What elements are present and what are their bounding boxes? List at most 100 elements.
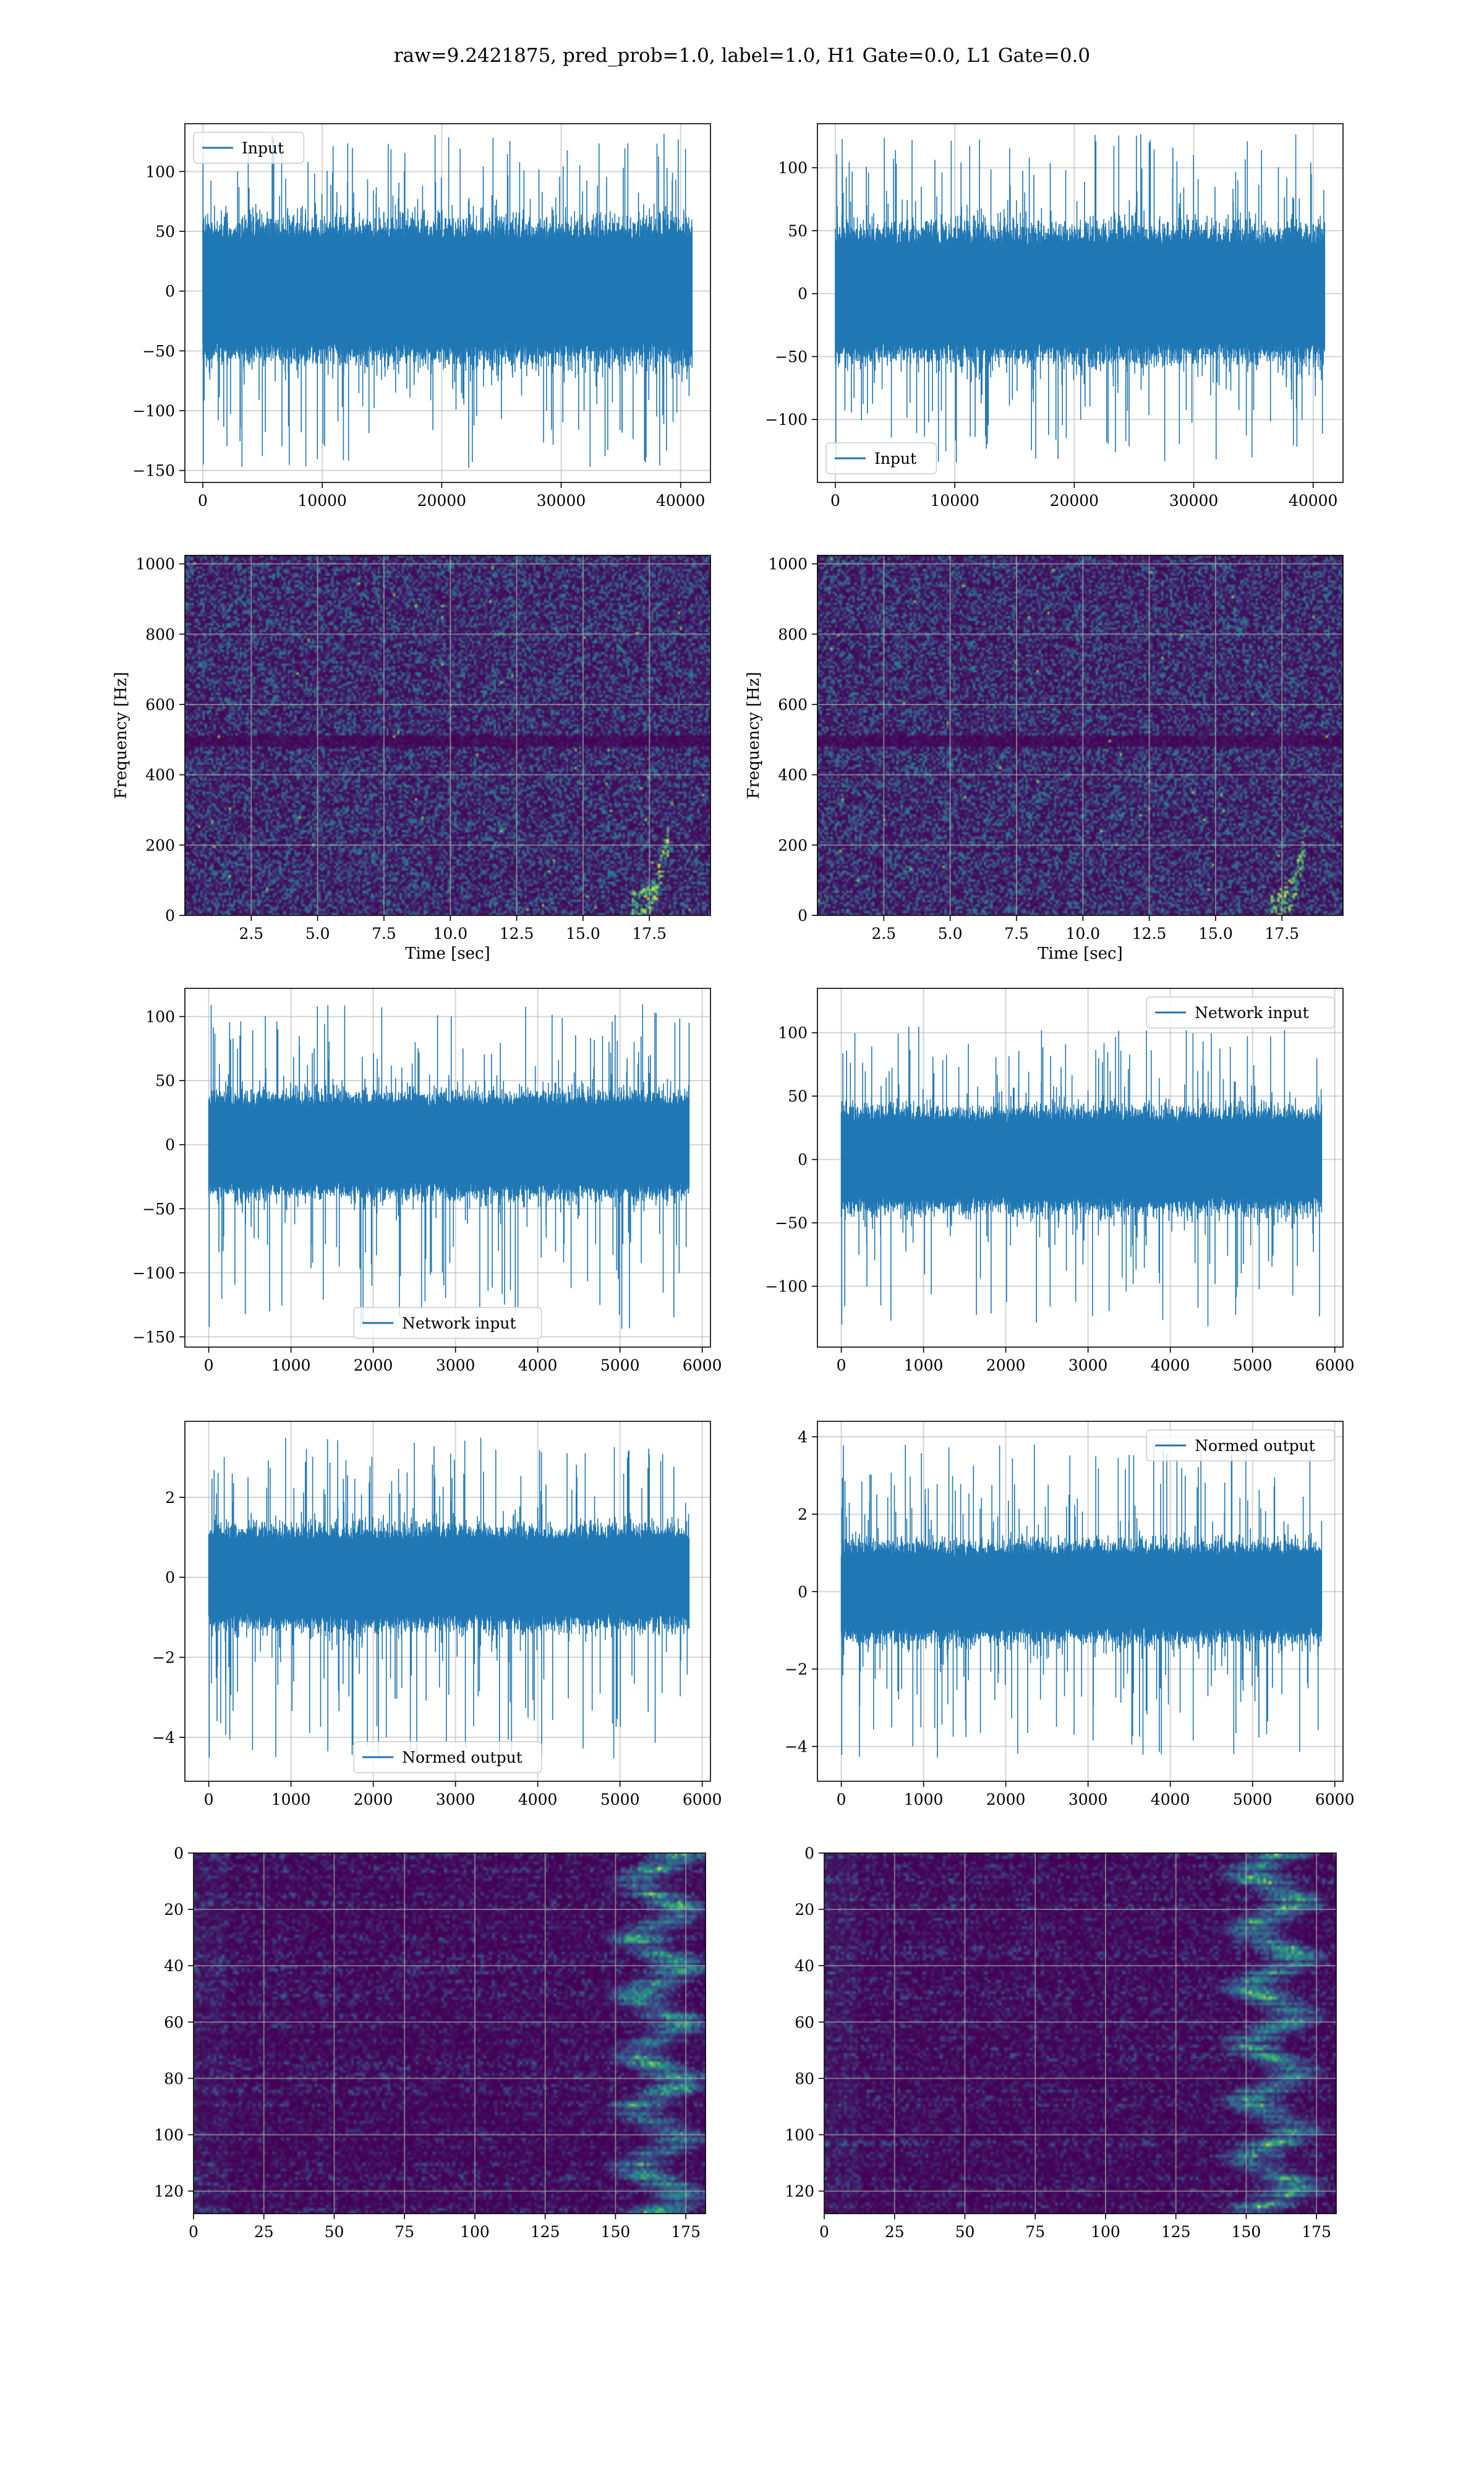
axes-frame (184, 123, 711, 483)
x-tick-label: 1000 (271, 1356, 311, 1374)
y-tick-label: 200 (778, 836, 808, 854)
panel-1: 0 10000 20000 30000 40000 −150 −100 −50 0 50 100 In… (132, 123, 711, 510)
y-tick-label: 120 (785, 2183, 814, 2201)
x-tick-label: 50 (325, 2223, 344, 2241)
x-tick-label: 2000 (354, 1791, 393, 1808)
x-tick-label: 2000 (354, 1356, 393, 1374)
x-tick-label: 4000 (1151, 1791, 1190, 1808)
y-tick-label: −2 (152, 1649, 175, 1667)
legend: Normed output (1146, 1429, 1335, 1462)
x-tick-label: 5000 (600, 1791, 640, 1808)
x-tick-label: 150 (1232, 2223, 1261, 2241)
axes-frame (184, 1421, 711, 1782)
axes-frame (824, 1852, 1337, 2214)
y-tick-label: 800 (145, 625, 175, 643)
legend-box (1146, 1429, 1335, 1462)
y-tick-label: 50 (155, 223, 175, 241)
x-tick-label: 2.5 (871, 925, 896, 943)
x-tick-label: 25 (885, 2223, 905, 2241)
y-tick-label: 60 (795, 2013, 814, 2031)
legend: Network input (1146, 996, 1335, 1029)
x-tick-label: 3000 (436, 1791, 475, 1808)
x-tick-label: 20000 (1050, 492, 1099, 510)
y-tick-label: 20 (795, 1901, 814, 1919)
y-tick-label: −150 (132, 462, 175, 480)
x-tick-label: 0 (204, 1791, 214, 1808)
panels: 0 10000 20000 30000 40000−150−100−50050100In… (112, 123, 1355, 2241)
x-tick-label: 10.0 (433, 925, 467, 943)
panel-4: 2.5 5.0 7.5 10.0 12.5 15.0 17.5 0 200 400 600 800 10… (744, 555, 1344, 963)
x-tick-label: 30000 (1169, 492, 1219, 510)
y-tick-label: 100 (778, 1024, 808, 1042)
y-tick-label: 0 (798, 907, 808, 925)
y-tick-label: 50 (788, 1087, 808, 1105)
y-tick-label: 100 (778, 159, 808, 177)
legend-box (353, 1307, 542, 1339)
y-tick-label: 0 (174, 1844, 184, 1862)
y-tick-label: 100 (154, 2126, 184, 2144)
y-tick-label: 2 (798, 1505, 808, 1523)
y-tick-label: 1000 (135, 555, 175, 573)
x-tick-label: 10000 (930, 492, 979, 510)
y-tick-label: −100 (132, 1264, 175, 1282)
y-tick-label: −100 (132, 402, 175, 420)
y-tick-label: 800 (778, 625, 808, 643)
y-tick-label: 1000 (768, 555, 808, 573)
x-tick-label: 40000 (656, 492, 706, 510)
axes-frame (193, 1852, 706, 2214)
y-tick-label: 100 (145, 163, 175, 181)
x-tick-label: 6000 (1315, 1356, 1355, 1374)
y-tick-label: 0 (798, 1583, 808, 1601)
y-tick-label: −100 (765, 1278, 808, 1296)
y-tick-label: −150 (132, 1328, 175, 1346)
x-tick-label: 100 (1091, 2223, 1120, 2241)
y-axis-label: Frequency [Hz] (744, 672, 763, 799)
x-tick-label: 4000 (518, 1791, 558, 1808)
signal-line (840, 1026, 1323, 1327)
y-tick-label: 80 (795, 2070, 814, 2087)
axes-frame (817, 988, 1344, 1348)
x-tick-label: 1000 (904, 1356, 944, 1374)
axes-frame (184, 988, 711, 1348)
y-tick-label: 0 (798, 285, 808, 303)
signal-line (208, 1437, 690, 1758)
panel-9: 0 25 50 75 100 125 150 175 0 20 40 60 80 100 120 (154, 1844, 706, 2241)
x-tick-label: 0 (830, 492, 840, 510)
x-tick-label: 0 (837, 1356, 846, 1374)
axes-frame (184, 555, 711, 916)
x-tick-label: 12.5 (500, 925, 534, 943)
legend-label: Input (242, 139, 284, 157)
x-tick-label: 5000 (600, 1356, 640, 1374)
y-tick-label: 20 (164, 1901, 184, 1919)
y-tick-label: −50 (142, 1200, 175, 1218)
y-tick-label: 60 (164, 2013, 184, 2031)
legend-label: Normed output (1195, 1437, 1315, 1455)
y-tick-label: 50 (788, 222, 808, 240)
x-tick-label: 2000 (986, 1356, 1026, 1374)
y-tick-label: 0 (165, 1569, 175, 1586)
y-tick-label: 40 (164, 1957, 184, 1975)
legend-label: Network input (402, 1314, 516, 1332)
x-tick-label: 5.0 (938, 925, 963, 943)
heatmap-image (817, 555, 1343, 915)
y-tick-label: −2 (785, 1661, 808, 1679)
x-tick-label: 2.5 (239, 925, 263, 943)
plot-area (817, 988, 1343, 1347)
y-tick-label: 600 (145, 696, 175, 714)
panel-2: 0 10000 20000 30000 40000 −100 −50 0 50 100 Input (765, 123, 1344, 510)
legend-box (353, 1741, 542, 1773)
panel-3: 2.5 5.0 7.5 10.0 12.5 15.0 17.5 0 200 400 600 800 10… (112, 555, 711, 963)
y-tick-label: 100 (785, 2126, 814, 2144)
x-tick-label: 0 (837, 1791, 846, 1808)
x-tick-label: 4000 (518, 1356, 558, 1374)
y-tick-label: 0 (804, 1844, 814, 1862)
panel-5: 0 1000 2000 3000 4000 5000 6000 −150 −100 −50 0 50 1… (132, 988, 722, 1374)
x-tick-label: 0 (189, 2223, 198, 2241)
x-tick-label: 5000 (1233, 1356, 1273, 1374)
x-tick-label: 6000 (683, 1356, 722, 1374)
x-tick-label: 17.5 (1264, 925, 1299, 943)
x-tick-label: 0 (819, 2223, 829, 2241)
legend: Network input (353, 1307, 542, 1339)
y-tick-label: 0 (798, 1151, 808, 1169)
x-tick-label: 17.5 (632, 925, 667, 943)
